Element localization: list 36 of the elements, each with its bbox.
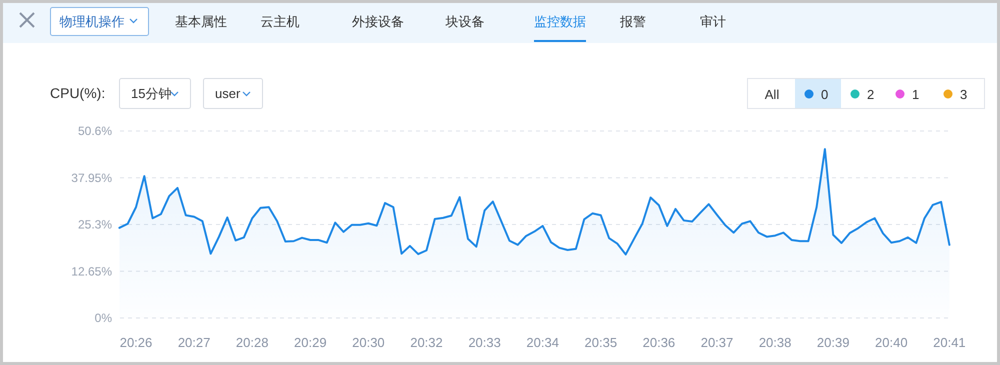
text: 审计 (700, 14, 726, 29)
x-tick-label: 20:41 (933, 335, 966, 350)
legend-label: 0 (821, 87, 828, 102)
legend-label: 1 (912, 87, 920, 102)
x-tick-label: 20:39 (816, 335, 850, 350)
x-tick-label: 20:37 (700, 335, 734, 350)
text: 报警 (619, 14, 646, 29)
text: 基本属性 (175, 14, 227, 29)
text: 块设备 (444, 14, 484, 29)
chart-title: CPU(%): (50, 85, 106, 101)
x-tick-label: 20:27 (178, 335, 210, 350)
x-tick-label: 20:38 (758, 335, 792, 350)
x-tick-label: 20:35 (584, 335, 618, 350)
x-tick-label: 20:29 (294, 335, 327, 350)
text: All (764, 87, 780, 102)
x-tick-label: 20:30 (352, 335, 385, 350)
y-tick-label: 50.6% (78, 124, 112, 138)
y-tick-label: 12.65% (71, 264, 112, 278)
text: 云主机 (260, 14, 300, 29)
x-tick-label: 20:32 (410, 335, 443, 350)
x-tick-label: 20:40 (875, 335, 908, 350)
y-tick-label: 25.3% (78, 218, 112, 232)
x-tick-label: 20:34 (526, 335, 559, 350)
y-tick-label: 0% (94, 311, 112, 325)
x-tick-label: 20:26 (120, 335, 152, 350)
y-tick-label: 37.95% (71, 170, 112, 185)
x-tick-label: 20:28 (236, 335, 268, 350)
legend-label: 3 (960, 87, 968, 102)
text: user (215, 86, 241, 101)
legend-label: 2 (867, 87, 874, 102)
text: 15分钟 (131, 86, 172, 101)
text: 监控数据 (534, 14, 586, 29)
x-tick-label: 20:36 (642, 335, 676, 350)
x-tick-label: 20:33 (468, 335, 501, 350)
text: 外接设备 (352, 14, 404, 29)
text: 物理机操作 (60, 14, 124, 29)
